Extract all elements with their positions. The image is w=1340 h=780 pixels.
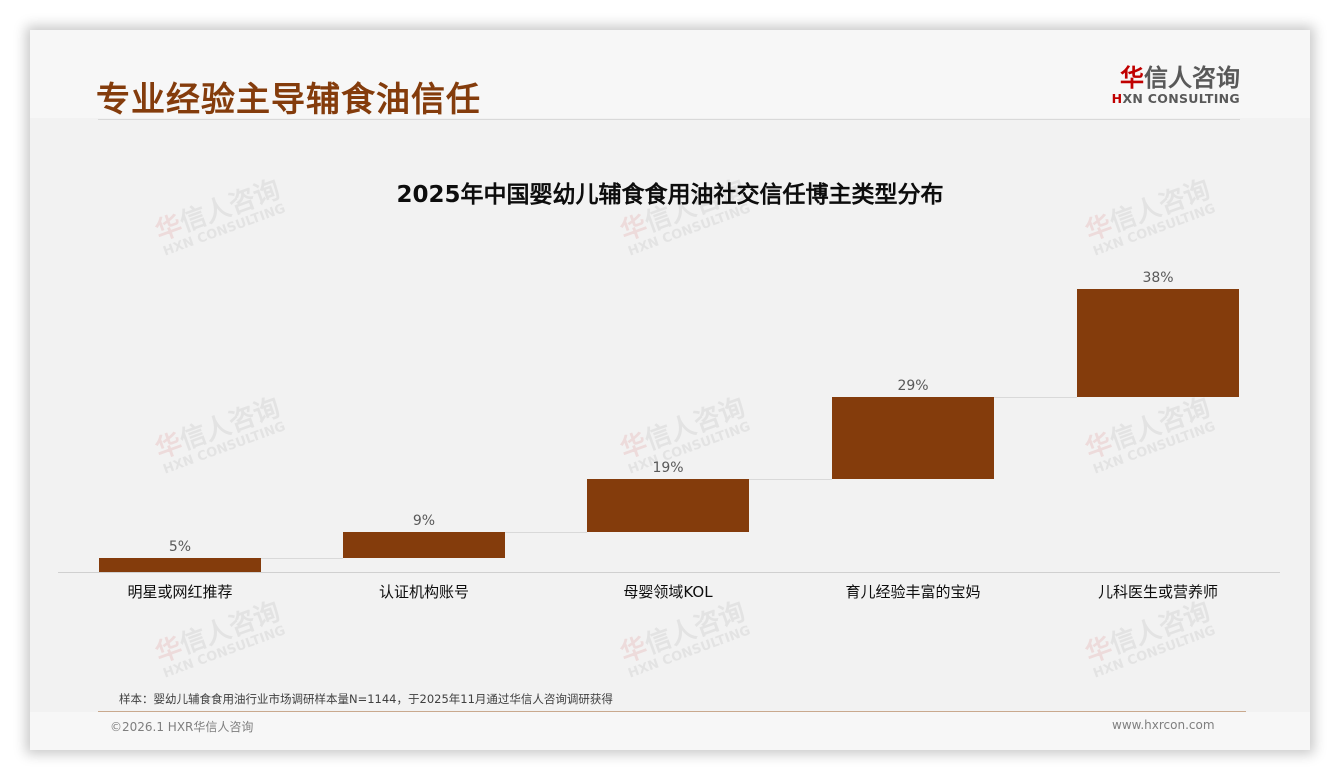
company-logo: 华信人咨询 HXN CONSULTING <box>1110 64 1240 106</box>
chart-title: 2025年中国婴幼儿辅食食用油社交信任博主类型分布 <box>396 182 944 208</box>
value-label: 9% <box>412 513 436 530</box>
value-label: 29% <box>897 377 929 394</box>
waterfall-chart: 5% 明星或网红推荐 9% 认证机构账号 19% 母婴领域KOL 29% 育儿经验丰富的宝妈 3… <box>30 30 1310 750</box>
logo-en-text: XN CONSULTING <box>1122 91 1240 106</box>
header-band <box>30 30 1310 118</box>
bar-1 <box>99 557 261 572</box>
logo-accent-char: 华 <box>1120 64 1144 92</box>
logo-cn-text: 信人咨询 <box>1144 64 1240 92</box>
footer-divider <box>98 711 1246 712</box>
x-axis-line <box>58 572 1280 573</box>
sample-note: 样本：婴幼儿辅食食用油行业市场调研样本量N=1144，于2025年11月通过华信… <box>119 692 613 706</box>
bar-4 <box>832 396 994 479</box>
value-label: 19% <box>652 459 684 476</box>
category-label: 认证机构账号 <box>378 583 469 601</box>
slide: 专业经验主导辅食油信任 华信人咨询 HXN CONSULTING 华信人咨询 HX… <box>30 30 1310 750</box>
connector-line <box>994 396 1077 398</box>
logo-cn: 华信人咨询 <box>1110 64 1240 92</box>
logo-en-accent: H <box>1111 91 1123 106</box>
copyright: ©2026.1 HXR华信人咨询 <box>110 720 254 734</box>
connector-line <box>505 532 587 534</box>
value-label: 5% <box>168 538 192 555</box>
footer-band <box>30 712 1310 750</box>
connector-line <box>261 557 343 559</box>
bar-3 <box>587 478 749 533</box>
page-title: 专业经验主导辅食油信任 <box>96 80 481 120</box>
category-label: 育儿经验丰富的宝妈 <box>845 583 981 601</box>
bar-5 <box>1077 289 1239 397</box>
website-link[interactable]: www.hxrcon.com <box>1112 718 1215 732</box>
value-label: 38% <box>1142 270 1174 286</box>
logo-en: HXN CONSULTING <box>1110 92 1240 106</box>
bar-2 <box>343 532 505 558</box>
category-label: 母婴领域KOL <box>623 583 713 601</box>
connector-line <box>749 478 832 480</box>
category-label: 儿科医生或营养师 <box>1097 583 1218 601</box>
header-divider <box>98 119 1240 120</box>
category-label: 明星或网红推荐 <box>127 583 233 601</box>
